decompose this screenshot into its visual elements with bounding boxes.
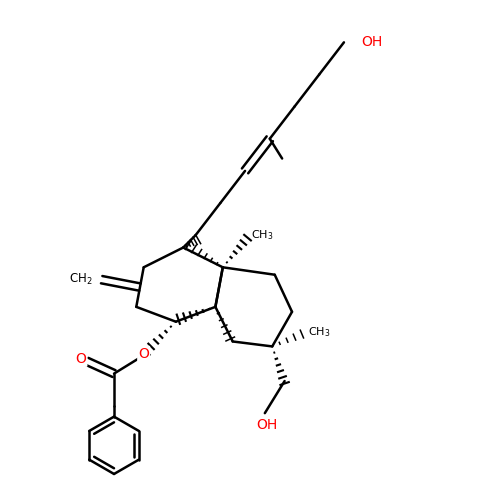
Text: O: O	[138, 347, 149, 361]
Text: OH: OH	[362, 36, 382, 50]
Text: OH: OH	[256, 418, 278, 432]
Text: CH$_3$: CH$_3$	[308, 326, 330, 340]
Text: O: O	[76, 352, 86, 366]
Text: CH$_2$: CH$_2$	[69, 272, 93, 287]
Text: CH$_3$: CH$_3$	[252, 228, 274, 242]
